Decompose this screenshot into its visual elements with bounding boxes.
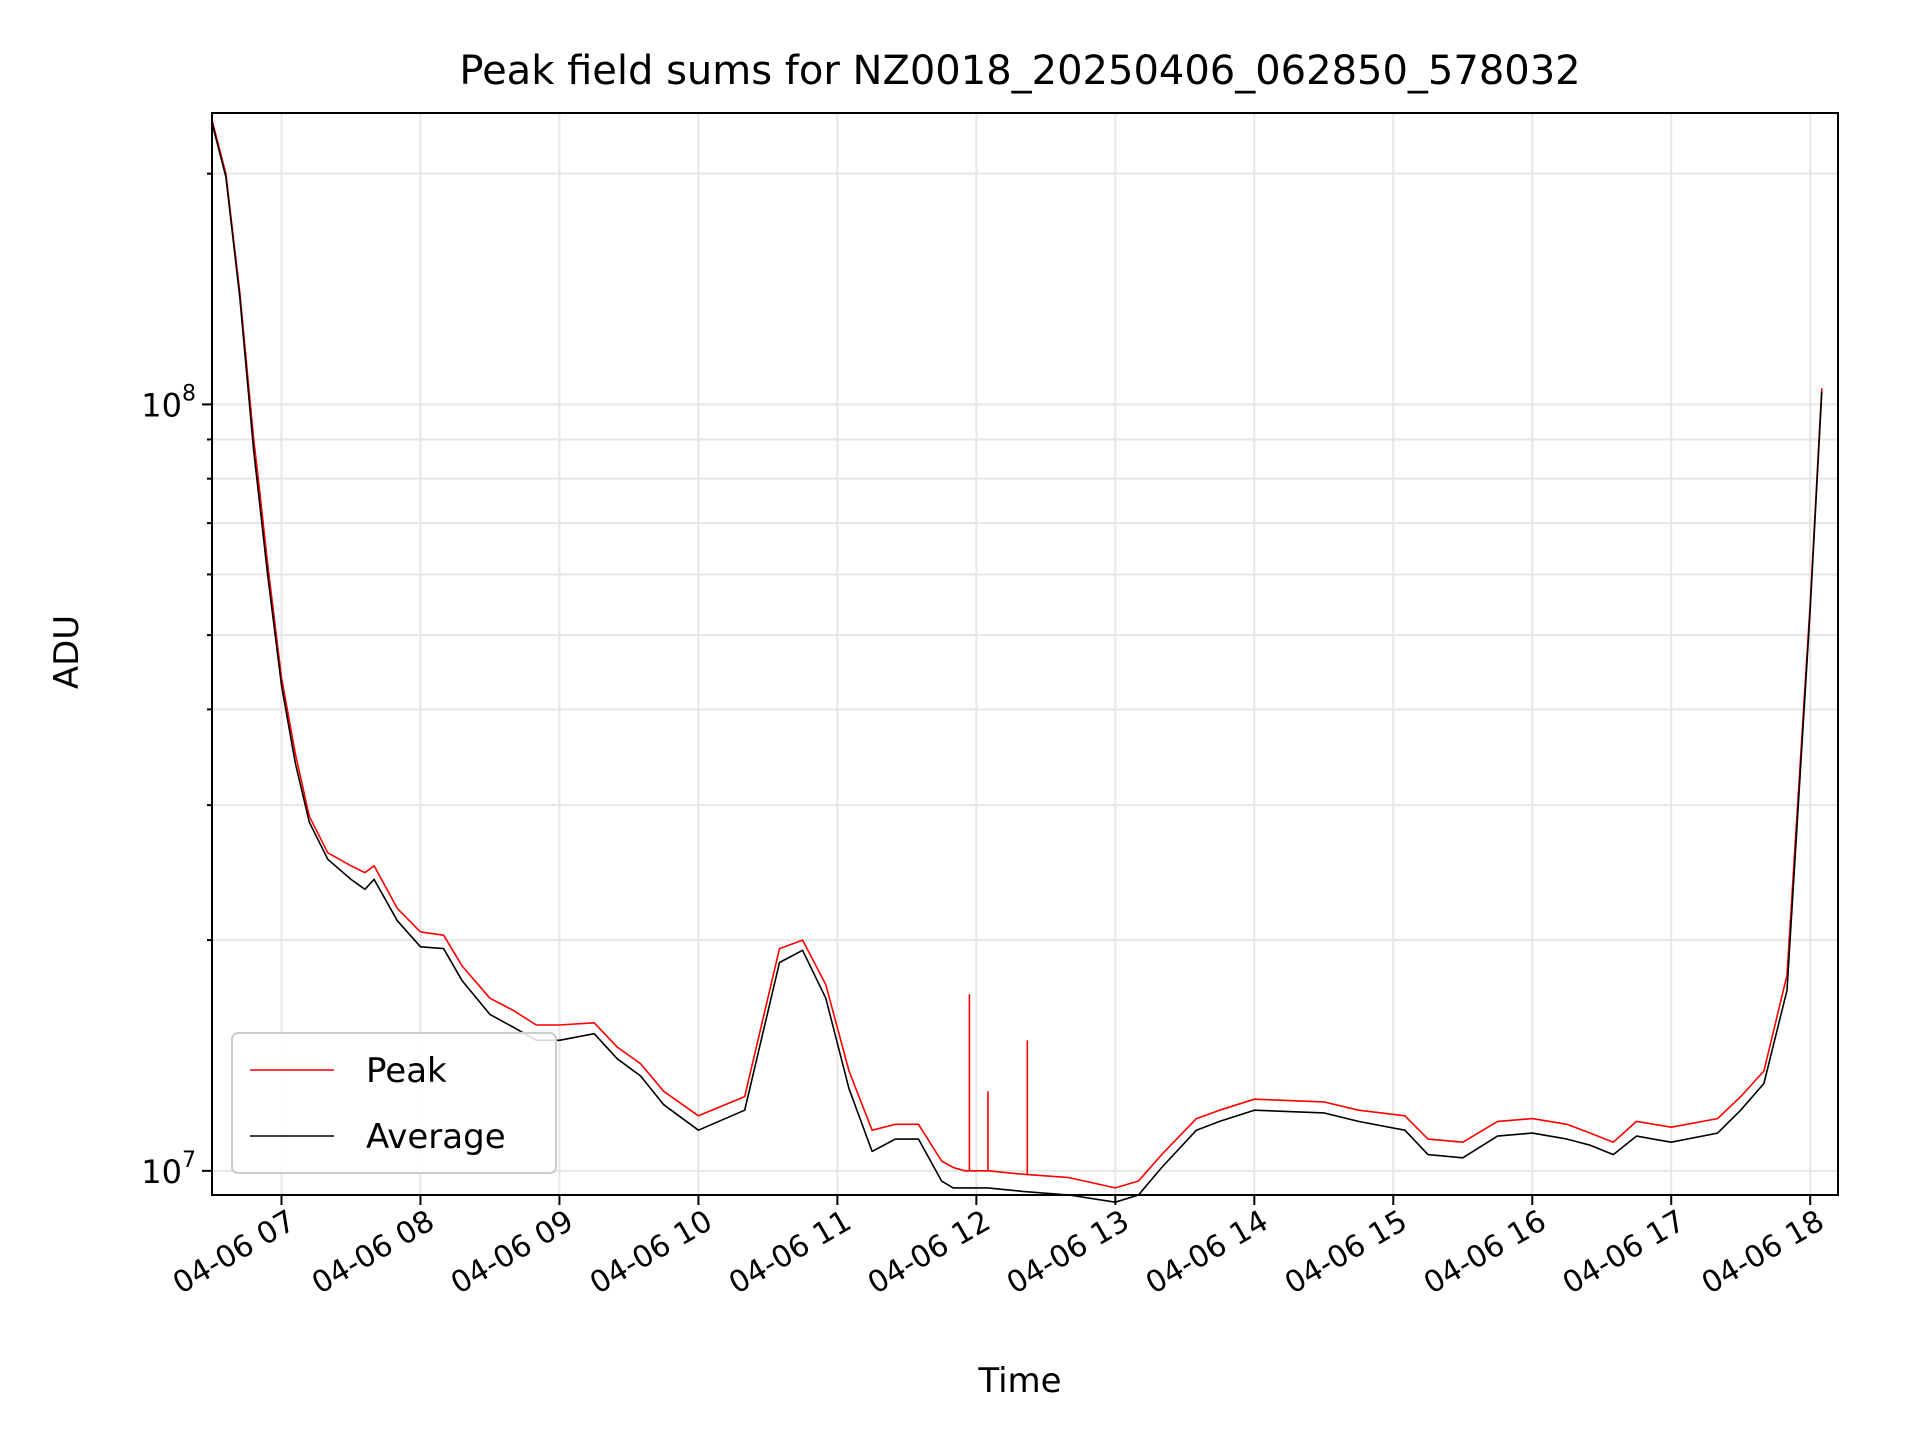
series-line-average (211, 122, 1823, 1203)
plot-frame (211, 112, 1839, 1196)
y-tick-label: 107 (141, 1148, 196, 1191)
chart-title: Peak field sums for NZ0018_20250406_0628… (459, 48, 1580, 94)
grid (212, 113, 1838, 1195)
legend: Peak Average (231, 1032, 557, 1174)
y-tick-base: 10 (141, 1153, 182, 1191)
legend-label-average: Average (366, 1117, 506, 1157)
legend-box (231, 1032, 557, 1174)
series-layer (211, 119, 1823, 1203)
y-tick-exponent: 7 (182, 1148, 196, 1173)
y-tick-base: 10 (141, 386, 182, 424)
y-tick-exponent: 8 (182, 381, 196, 406)
legend-label-peak: Peak (366, 1051, 447, 1091)
x-axis-label: Time (977, 1361, 1061, 1401)
series-line-peak (211, 119, 1823, 1189)
y-tick-label: 108 (141, 381, 196, 424)
y-axis-label: ADU (47, 615, 87, 689)
